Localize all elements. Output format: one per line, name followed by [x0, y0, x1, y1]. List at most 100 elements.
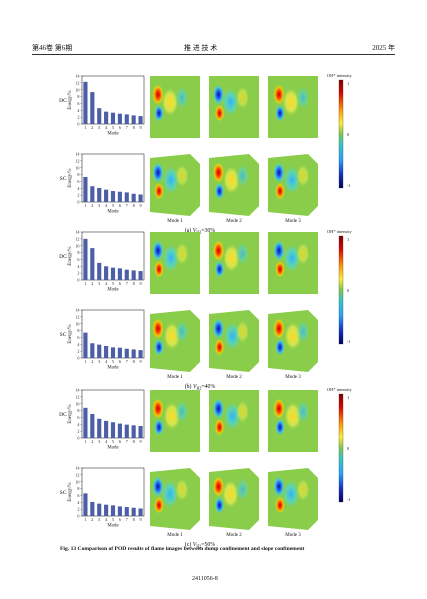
- x-axis-label: Mode: [107, 446, 118, 451]
- flame-structure-positive: [273, 83, 285, 106]
- energy-bar: [131, 115, 136, 124]
- energy-bar: [90, 414, 95, 438]
- energy-bar: [138, 350, 143, 358]
- energy-bar: [90, 343, 95, 358]
- energy-bar: [124, 424, 129, 438]
- y-tick-label: 2: [77, 349, 79, 354]
- flame-structure-positive: [212, 239, 225, 262]
- x-tick-label: 6: [119, 281, 121, 286]
- energy-bar: [117, 423, 122, 438]
- y-tick-label: 2: [77, 507, 79, 512]
- x-tick-label: 6: [119, 203, 121, 208]
- colorbar-title: OH* intensity: [327, 229, 353, 234]
- energy-bar: [124, 114, 129, 124]
- colorbar-mid-label: 0: [347, 288, 350, 293]
- x-tick-label: 1: [84, 125, 86, 130]
- flame-structure-negative: [275, 104, 285, 123]
- y-tick-label: 2: [77, 271, 79, 276]
- flame-structure-secondary: [161, 87, 179, 118]
- x-tick-label: 7: [126, 125, 128, 130]
- x-tick-label: 1: [84, 359, 86, 364]
- y-tick-label: 10: [75, 87, 79, 92]
- header-left: 第46卷 第6期: [32, 44, 73, 52]
- x-tick-label: 4: [105, 125, 108, 130]
- energy-bar: [124, 507, 129, 516]
- y-tick-label: 10: [75, 321, 79, 326]
- row-label-dc: DC: [59, 98, 67, 104]
- y-tick-label: 12: [75, 472, 79, 477]
- flame-structure-negative: [275, 496, 285, 515]
- panel-caption: (b) VH2=40%: [185, 383, 216, 391]
- flame-structure-positive: [273, 161, 285, 184]
- energy-bar: [131, 193, 136, 202]
- y-tick-label: 8: [77, 408, 79, 413]
- colorbar-min-label: -1: [347, 339, 351, 344]
- energy-bar: [104, 346, 109, 358]
- flame-structure-negative: [275, 418, 285, 437]
- row-label-sc: SC: [60, 176, 67, 182]
- x-tick-label: 6: [119, 517, 121, 522]
- flame-structure-negative: [154, 104, 164, 123]
- flame-structure-negative: [214, 182, 225, 201]
- y-tick-label: 0: [77, 436, 79, 441]
- energy-bar: [110, 191, 116, 202]
- x-axis-label: Mode: [107, 288, 118, 293]
- mode-label: Mode 2: [226, 375, 242, 380]
- flame-structure-negative: [154, 496, 164, 515]
- y-tick-label: 8: [77, 486, 79, 491]
- x-tick-label: 5: [112, 517, 114, 522]
- energy-bar: [117, 506, 122, 516]
- x-tick-label: 7: [126, 517, 128, 522]
- energy-bar: [131, 270, 136, 280]
- x-tick-label: 2: [91, 125, 93, 130]
- energy-bar: [138, 508, 143, 516]
- x-tick-label: 2: [91, 517, 93, 522]
- x-tick-label: 2: [91, 281, 93, 286]
- y-tick-label: 6: [77, 179, 79, 184]
- mode-label: Mode 2: [226, 533, 242, 538]
- x-axis-label: Mode: [107, 366, 118, 371]
- header-rule: [32, 54, 395, 55]
- energy-bar: [110, 505, 116, 516]
- x-tick-label: 5: [112, 281, 114, 286]
- energy-bar: [90, 186, 95, 202]
- energy-bar: [131, 507, 136, 516]
- x-tick-label: 1: [84, 281, 86, 286]
- energy-bar: [83, 332, 88, 358]
- flame-structure-tertiary: [175, 163, 189, 188]
- flame-structure-tertiary: [296, 241, 310, 266]
- y-axis-label: Energy/%: [68, 246, 73, 265]
- x-tick-label: 6: [119, 125, 121, 130]
- x-tick-label: 9: [140, 281, 142, 286]
- flame-structure-negative: [275, 182, 285, 201]
- y-tick-label: 12: [75, 158, 79, 163]
- x-tick-label: 6: [119, 439, 121, 444]
- energy-bar: [83, 81, 88, 124]
- panel-caption-prefix: (b): [185, 383, 193, 390]
- y-tick-label: 10: [75, 165, 79, 170]
- colorbar-title: OH* intensity: [327, 73, 353, 78]
- x-tick-label: 3: [98, 125, 100, 130]
- y-tick-label: 14: [75, 74, 80, 79]
- y-tick-label: 0: [77, 278, 79, 283]
- energy-bar: [90, 248, 95, 280]
- energy-bar: [117, 113, 122, 124]
- flame-structure-positive: [273, 317, 285, 340]
- flame-structure-secondary: [221, 479, 240, 510]
- energy-bar: [117, 268, 122, 280]
- flame-structure-negative: [214, 260, 225, 279]
- y-tick-label: 4: [77, 186, 80, 191]
- colorbar-max-label: 1: [347, 237, 349, 242]
- energy-bar: [97, 344, 102, 358]
- flame-structure-tertiary: [235, 85, 250, 110]
- colorbar-title: OH* intensity: [327, 387, 353, 392]
- energy-bar: [97, 108, 102, 124]
- mode-label: Mode 2: [226, 219, 242, 224]
- y-tick-label: 0: [77, 122, 79, 127]
- energy-bar: [104, 420, 109, 438]
- flame-structure-tertiary: [175, 85, 189, 110]
- y-tick-label: 4: [77, 500, 80, 505]
